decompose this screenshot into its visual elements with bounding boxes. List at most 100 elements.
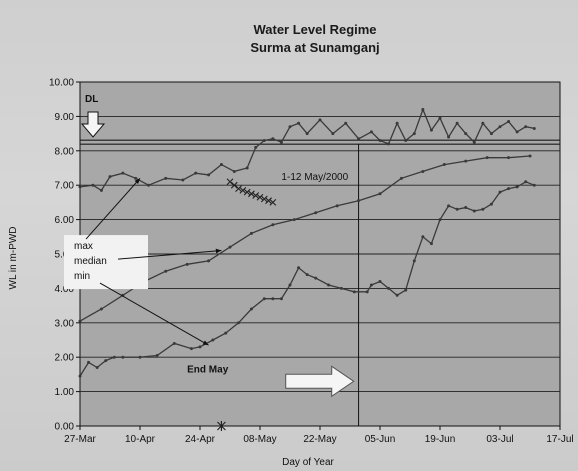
dl-label: DL (85, 94, 98, 105)
series-point-median (464, 159, 468, 163)
series-point-max (147, 183, 151, 187)
x-tick-label: 19-Jun (425, 434, 456, 445)
dl-arrow-icon (80, 111, 106, 138)
y-tick-label: 0.00 (55, 422, 75, 433)
series-point-min (524, 180, 528, 184)
series-point-median (442, 163, 446, 167)
series-point-min (104, 359, 108, 363)
series-point-median (271, 223, 275, 227)
series-point-min (395, 293, 399, 297)
series-point-max (121, 171, 125, 175)
series-point-min (498, 190, 502, 194)
series-point-median (314, 211, 318, 215)
series-point-min (305, 273, 309, 277)
legend-label-min: min (74, 271, 90, 282)
series-point-min (404, 288, 408, 292)
series-point-may-2000 (230, 181, 238, 189)
series-point-max (395, 121, 399, 125)
chart-subtitle: Surma at Sunamganj (250, 40, 379, 55)
plot-area: 0.001.002.003.004.005.006.007.008.009.00… (49, 78, 574, 446)
series-point-min (249, 307, 253, 311)
series-point-min (279, 297, 283, 301)
series-point-min (138, 355, 142, 359)
pointer-max-head (134, 178, 140, 185)
series-point-min (327, 283, 331, 287)
series-point-max (245, 166, 249, 170)
series-point-max (305, 132, 309, 136)
series-point-median (399, 176, 403, 180)
series-point-may-2000 (243, 188, 251, 196)
series-point-max (254, 145, 258, 149)
x-tick-label: 10-Apr (125, 434, 156, 445)
x-tick-label: 08-May (243, 434, 276, 445)
x-tick-label: 17-Jul (546, 434, 573, 445)
series-point-min (365, 290, 369, 294)
series-point-max (194, 171, 198, 175)
series-point-max (455, 121, 459, 125)
series-point-min (455, 207, 459, 211)
series-point-may-2000 (260, 195, 268, 203)
series-point-max (108, 175, 112, 179)
series-point-min (288, 283, 292, 287)
series-point-max (515, 130, 519, 134)
series-point-max (498, 125, 502, 129)
series-point-max (357, 137, 361, 141)
series-point-min (155, 353, 159, 357)
series-point-min (78, 374, 82, 378)
series-point-median (249, 231, 253, 235)
series-point-median (378, 192, 382, 196)
x-tick-label: 05-Jun (365, 434, 396, 445)
series-point-max (412, 132, 416, 136)
series-point-max (472, 140, 476, 144)
series-point-may-2000 (269, 199, 277, 206)
series-point-max (421, 108, 425, 112)
series-point-median (99, 307, 103, 311)
series-point-median (421, 169, 425, 173)
series-point-min (211, 338, 215, 342)
chart-title: Water Level Regime (253, 22, 376, 37)
series-point-min (515, 185, 519, 189)
series-point-max (134, 176, 138, 180)
series-point-min (271, 297, 275, 301)
series-point-max (78, 185, 82, 189)
series-point-median (228, 245, 232, 249)
y-tick-label: 2.00 (55, 353, 75, 364)
series-point-min (489, 202, 493, 206)
series-point-max (279, 140, 283, 144)
y-tick-label: 7.00 (55, 181, 75, 192)
x-tick-label: 27-Mar (64, 434, 96, 445)
end-may-label: End May (187, 365, 229, 376)
series-point-max (524, 125, 528, 129)
pointer-min-head (202, 340, 209, 346)
series-point-may-2000 (256, 193, 264, 201)
series-point-median (185, 262, 189, 266)
series-point-max (481, 121, 485, 125)
series-point-max (369, 130, 373, 134)
series-point-max (447, 135, 451, 139)
series-point-may-2000 (235, 185, 242, 193)
series-point-min (172, 341, 176, 345)
series-point-min (369, 283, 373, 287)
series-line-median (79, 155, 531, 322)
series-point-min (121, 355, 125, 359)
series-point-min (429, 242, 433, 246)
pointer-min (99, 282, 209, 346)
series-line-min (79, 181, 535, 377)
series-point-min (87, 360, 91, 364)
series-point-may-2000 (252, 192, 260, 199)
end-may-arrow-icon (285, 365, 355, 398)
series-point-min (507, 187, 511, 191)
series-point-median (528, 154, 532, 158)
series-point-max (344, 121, 348, 125)
series-point-min (532, 183, 536, 187)
series-point-max (181, 178, 185, 182)
y-axis-title: WL in m-PWD (8, 227, 19, 290)
series-point-min (481, 207, 485, 211)
series-point-median (164, 269, 168, 273)
series-point-min (189, 347, 193, 351)
series-point-max (404, 138, 408, 142)
series-point-min (447, 204, 451, 208)
series-point-max (164, 176, 168, 180)
